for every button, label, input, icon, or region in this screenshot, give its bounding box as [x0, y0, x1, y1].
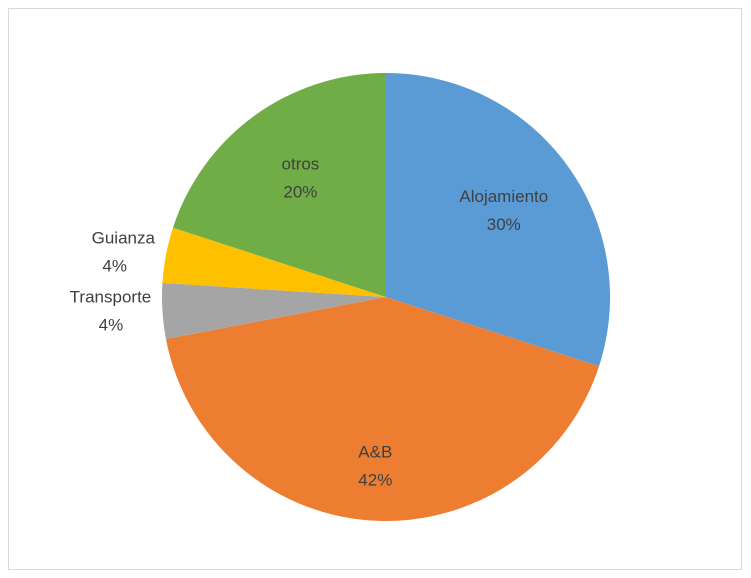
data-label-category: A&B [358, 442, 392, 461]
data-label-value: 4% [99, 315, 124, 334]
pie-slice [162, 282, 386, 339]
pie-slice [172, 73, 386, 297]
data-label-category: Guianza [92, 228, 156, 247]
data-label-category: Alojamiento [459, 187, 548, 206]
data-label-value: 4% [102, 256, 127, 275]
data-label-value: 20% [283, 183, 317, 202]
data-label-category: Transporte [70, 287, 152, 306]
data-label-value: 30% [487, 215, 521, 234]
pie-slice [162, 227, 386, 297]
pie-slice [165, 297, 600, 522]
data-label-category: otros [282, 155, 320, 174]
pie-slice [386, 73, 611, 367]
data-label-value: 42% [358, 470, 392, 489]
